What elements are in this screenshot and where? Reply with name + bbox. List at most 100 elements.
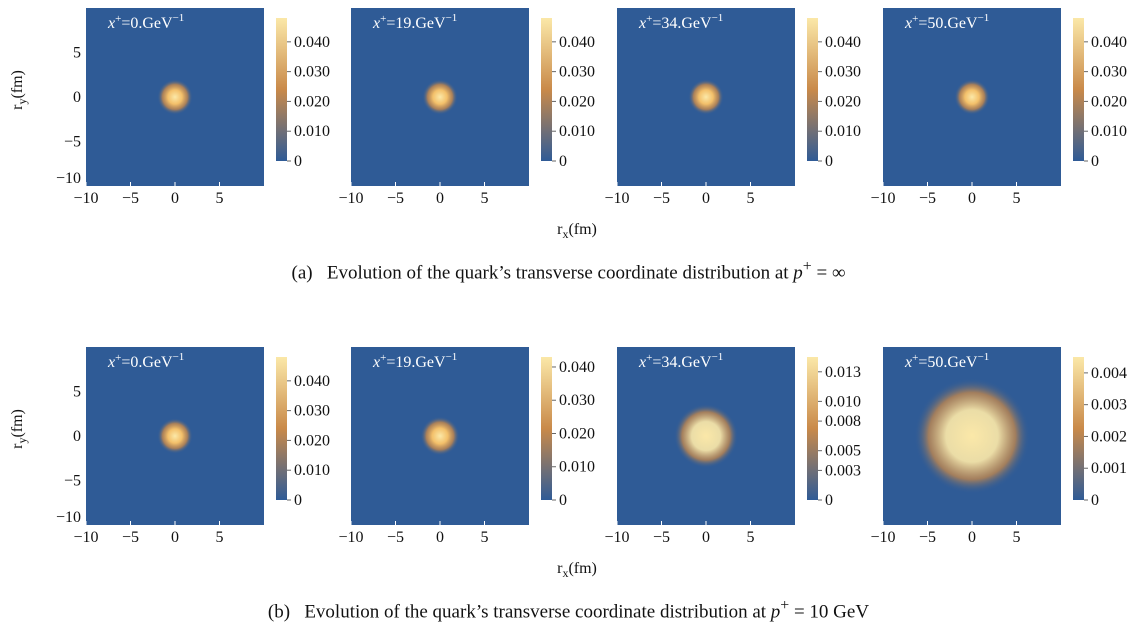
x-tick-label: −5 (919, 529, 936, 546)
x-tick-label: −10 (870, 529, 895, 546)
y-tick-label: 5 (73, 384, 81, 401)
y-axis-label: ry(fm) (9, 409, 29, 449)
colorbar-tick-label: 0.040 (559, 359, 595, 376)
caption-b-tag: (b) (267, 601, 291, 623)
y-tick-label: −10 (56, 170, 81, 187)
x-tick-label: 5 (1013, 190, 1021, 207)
colorbar-tick-label: 0 (294, 153, 302, 170)
distribution-blob (157, 418, 193, 454)
x-tick-label: −5 (653, 529, 670, 546)
distribution-blob (420, 416, 460, 456)
x-tick-label: −5 (919, 190, 936, 207)
colorbar-tick-label: 0 (825, 492, 833, 509)
colorbar-tick-label: 0.040 (294, 373, 330, 390)
x-tick-label: 0 (702, 529, 710, 546)
x-tick-label: −10 (338, 529, 363, 546)
colorbar-tick-label: 0.040 (559, 34, 595, 51)
colorbar-tick-label: 0.013 (825, 364, 861, 381)
colorbar-tick-label: 0.001 (1091, 460, 1127, 477)
heatmap-panel: x+=0.GeV−1 −10 −5 0 5 5 0 −5 −10 0.040 0.030 0.020 0… (56, 347, 330, 546)
x-axis-label: rx(fm) (557, 221, 597, 241)
colorbar-tick-label: 0.010 (1091, 123, 1127, 140)
heatmap-panel: x+=50.GeV−1 −10 −5 0 5 0.004 0.003 0.002 0.001 0 (870, 347, 1127, 546)
y-tick-label: 5 (73, 45, 81, 62)
colorbar (1073, 357, 1084, 500)
colorbar-tick-label: 0.020 (294, 432, 330, 449)
caption-b-sup: + (780, 597, 790, 614)
x-tick-label: −5 (387, 190, 404, 207)
colorbar-tick-label: 0.030 (1091, 64, 1127, 81)
caption-b-var: p (770, 601, 781, 623)
y-tick-label: −10 (56, 509, 81, 526)
x-tick-label: −5 (122, 190, 139, 207)
colorbar-tick-label: 0.040 (294, 34, 330, 51)
panel-label: x+=19.GeV−1 (372, 12, 457, 32)
x-tick-label: 0 (171, 529, 179, 546)
x-tick-label: −10 (73, 529, 98, 546)
x-tick-label: −5 (122, 529, 139, 546)
colorbar-tick-label: 0.010 (294, 123, 330, 140)
x-tick-label: 0 (171, 190, 179, 207)
x-tick-label: −10 (338, 190, 363, 207)
colorbar-tick-label: 0 (294, 492, 302, 509)
colorbar (807, 357, 818, 500)
colorbar-tick-label: 0.030 (559, 64, 595, 81)
colorbar-tick-label: 0.040 (825, 34, 861, 51)
colorbar-tick-label: 0.020 (559, 425, 595, 442)
colorbar (541, 357, 552, 500)
colorbar-tick-label: 0.020 (559, 93, 595, 110)
heatmap-panel: x+=19.GeV−1 −10 −5 0 5 0.040 0.030 0.020 0.010 0 (338, 8, 595, 207)
caption-b: (b) Evolution of the quark’s transverse … (0, 597, 1137, 623)
y-tick-label: −5 (64, 134, 81, 151)
colorbar-tick-label: 0.010 (825, 393, 861, 410)
colorbar-tick-label: 0.004 (1091, 365, 1127, 382)
colorbar-tick-label: 0.002 (1091, 428, 1127, 445)
colorbar-tick-label: 0.020 (294, 93, 330, 110)
panel-label: x+=0.GeV−1 (107, 12, 184, 32)
heatmap-panel: x+=50.GeV−1 −10 −5 0 5 0.040 0.030 0.020 0.010 0 (870, 8, 1127, 207)
colorbar-tick-label: 0.010 (825, 123, 861, 140)
heatmap-panel: x+=19.GeV−1 −10 −5 0 5 0.040 0.030 0.020 0.010 0 (338, 347, 595, 546)
panel-label: x+=19.GeV−1 (372, 351, 457, 371)
distribution-blob (914, 378, 1030, 494)
colorbar (1073, 18, 1084, 161)
x-tick-label: 5 (481, 190, 489, 207)
colorbar-tick-label: 0.030 (294, 403, 330, 420)
colorbar-tick-label: 0.020 (1091, 93, 1127, 110)
colorbar-tick-label: 0.010 (559, 459, 595, 476)
colorbar-tick-label: 0.010 (294, 462, 330, 479)
colorbar-tick-label: 0 (559, 492, 567, 509)
x-tick-label: −5 (387, 529, 404, 546)
distribution-blob (157, 79, 193, 115)
x-tick-label: 0 (436, 190, 444, 207)
x-tick-label: 5 (481, 529, 489, 546)
colorbar-tick-label: 0 (825, 153, 833, 170)
colorbar (276, 357, 287, 500)
caption-a-text: Evolution of the quark’s transverse coor… (326, 262, 789, 284)
colorbar (807, 18, 818, 161)
y-tick-label: −5 (64, 473, 81, 490)
distribution-blob (422, 79, 458, 115)
colorbar-tick-label: 0 (1091, 153, 1099, 170)
x-tick-label: 5 (216, 529, 224, 546)
panel-label: x+=34.GeV−1 (638, 351, 723, 371)
colorbar-tick-label: 0.008 (825, 413, 861, 430)
colorbar-tick-label: 0.003 (825, 462, 861, 479)
x-tick-label: −10 (604, 529, 629, 546)
caption-a-sup: + (802, 258, 812, 275)
x-tick-label: −10 (73, 190, 98, 207)
distribution-blob (673, 403, 739, 469)
colorbar-tick-label: 0.010 (559, 123, 595, 140)
x-tick-label: −10 (870, 190, 895, 207)
caption-b-text: Evolution of the quark’s transverse coor… (304, 601, 767, 623)
colorbar-tick-label: 0.003 (1091, 397, 1127, 414)
panel-label: x+=0.GeV−1 (107, 351, 184, 371)
y-tick-label: 0 (73, 89, 81, 106)
heatmap-panels: x+=0.GeV−1 −10 −5 0 5 5 0 −5 −10 0.040 0.030 0.020 0… (56, 8, 1127, 546)
x-tick-label: 0 (968, 529, 976, 546)
x-tick-label: −5 (653, 190, 670, 207)
colorbar-tick-label: 0.030 (825, 64, 861, 81)
x-tick-label: 5 (747, 529, 755, 546)
heatmap-panel: x+=34.GeV−1 −10 −5 0 5 0.013 0.010 0.008 0.005 0.… (604, 347, 861, 546)
